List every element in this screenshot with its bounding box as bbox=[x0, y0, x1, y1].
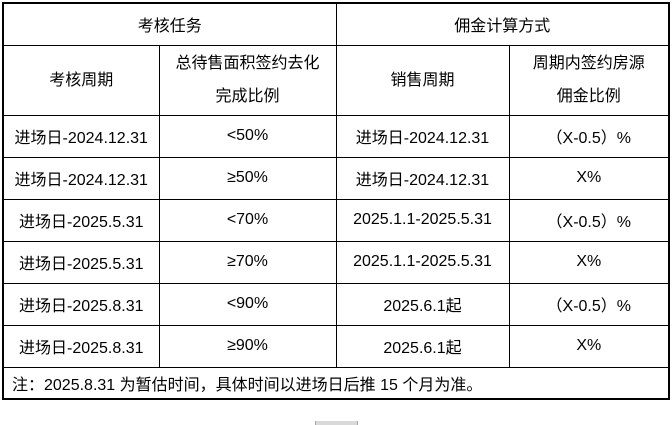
cell-assessment-period: 进场日-2025.5.31 bbox=[2, 240, 160, 284]
header-line: 周期内签约房源 bbox=[532, 55, 645, 72]
table-row: 进场日-2024.12.31 ≥50% 进场日-2024.12.31 X% bbox=[2, 156, 670, 200]
table-row: 进场日-2025.8.31 ≥90% 2025.6.1起 X% bbox=[2, 324, 670, 368]
commission-assessment-table: 考核任务 佣金计算方式 考核周期 总待售面积签约去化 完成比例 销售周期 周期内… bbox=[2, 2, 671, 400]
header-line: 考核周期 bbox=[49, 71, 114, 89]
cell-sales-period: 进场日-2024.12.31 bbox=[335, 156, 510, 200]
table-row: 进场日-2025.8.31 <90% 2025.6.1起 （X-0.5）% bbox=[2, 282, 670, 326]
header-line: 总待售面积签约去化 bbox=[175, 55, 320, 72]
cell-assessment-period: 进场日-2025.8.31 bbox=[2, 324, 160, 368]
header-line: 佣金比例 bbox=[556, 88, 621, 105]
col-header-assessment-period: 考核周期 bbox=[2, 44, 160, 116]
table-row: 进场日-2024.12.31 <50% 进场日-2024.12.31 （X-0.… bbox=[2, 114, 670, 158]
cell-sales-period: 2025.1.1-2025.5.31 bbox=[335, 240, 510, 284]
footnote-text: 注：2025.8.31 为暂估时间，具体时间以进场日后推 15 个月为准。 bbox=[2, 366, 670, 400]
cell-commission-ratio: X% bbox=[508, 324, 670, 368]
cell-sales-period: 进场日-2024.12.31 bbox=[335, 114, 510, 158]
cell-commission-ratio: X% bbox=[508, 240, 670, 284]
header-commission-method: 佣金计算方式 bbox=[335, 2, 670, 46]
cell-completion-ratio: ≥90% bbox=[158, 324, 337, 368]
table-row: 进场日-2025.5.31 <70% 2025.1.1-2025.5.31 （X… bbox=[2, 198, 670, 242]
cell-assessment-period: 进场日-2024.12.31 bbox=[2, 156, 160, 200]
header-row-columns: 考核周期 总待售面积签约去化 完成比例 销售周期 周期内签约房源 佣金比例 bbox=[2, 44, 670, 116]
cell-commission-ratio: （X-0.5）% bbox=[508, 282, 670, 326]
cell-commission-ratio: （X-0.5）% bbox=[508, 198, 670, 242]
cell-completion-ratio: <70% bbox=[158, 198, 337, 242]
header-line: 完成比例 bbox=[215, 88, 280, 105]
cell-completion-ratio: ≥50% bbox=[158, 156, 337, 200]
cell-commission-ratio: X% bbox=[508, 156, 670, 200]
col-header-commission-ratio: 周期内签约房源 佣金比例 bbox=[508, 44, 670, 116]
cell-sales-period: 2025.6.1起 bbox=[335, 324, 510, 368]
cell-sales-period: 2025.1.1-2025.5.31 bbox=[335, 198, 510, 242]
col-header-sales-period: 销售周期 bbox=[335, 44, 510, 116]
cell-assessment-period: 进场日-2024.12.31 bbox=[2, 114, 160, 158]
cell-assessment-period: 进场日-2025.8.31 bbox=[2, 282, 160, 326]
cell-completion-ratio: <50% bbox=[158, 114, 337, 158]
table-row: 进场日-2025.5.31 ≥70% 2025.1.1-2025.5.31 X% bbox=[2, 240, 670, 284]
cell-completion-ratio: <90% bbox=[158, 282, 337, 326]
header-assessment-task: 考核任务 bbox=[2, 2, 337, 46]
cell-commission-ratio: （X-0.5）% bbox=[508, 114, 670, 158]
cell-assessment-period: 进场日-2025.5.31 bbox=[2, 198, 160, 242]
footnote-row: 注：2025.8.31 为暂估时间，具体时间以进场日后推 15 个月为准。 bbox=[2, 366, 670, 400]
header-line: 销售周期 bbox=[390, 71, 455, 89]
cell-sales-period: 2025.6.1起 bbox=[335, 282, 510, 326]
header-row-group: 考核任务 佣金计算方式 bbox=[2, 2, 670, 46]
horizontal-scrollbar-thumb[interactable] bbox=[315, 421, 358, 425]
col-header-completion-ratio: 总待售面积签约去化 完成比例 bbox=[158, 44, 337, 116]
cell-completion-ratio: ≥70% bbox=[158, 240, 337, 284]
